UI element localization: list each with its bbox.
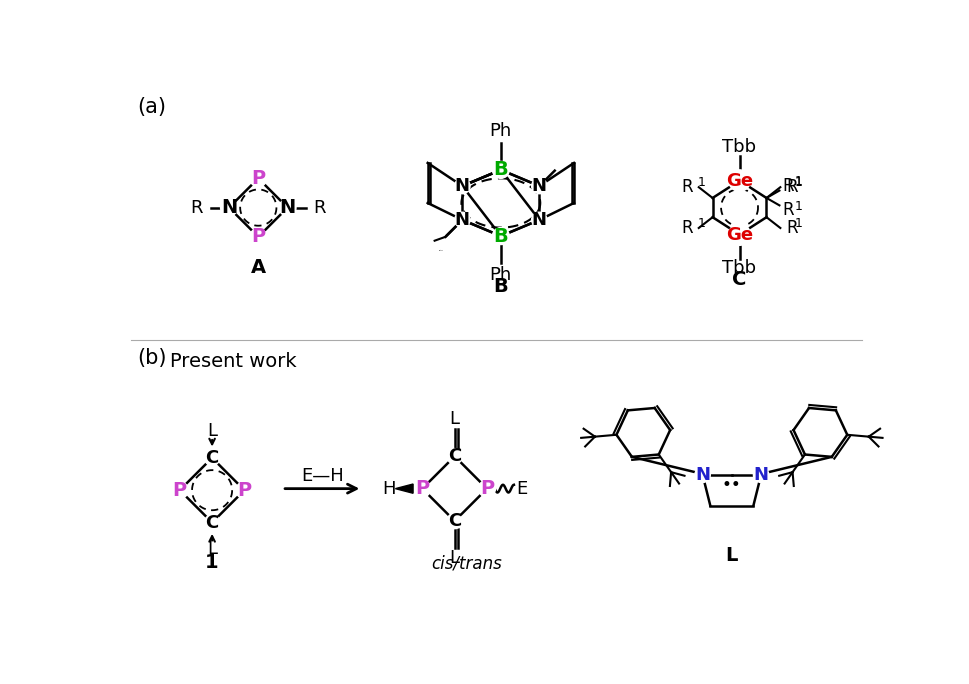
Text: (a): (a) <box>138 98 167 118</box>
Circle shape <box>454 212 470 228</box>
Text: 1: 1 <box>698 176 705 189</box>
Text: R: R <box>190 198 203 217</box>
Text: N: N <box>754 466 768 484</box>
Text: P: P <box>237 481 252 500</box>
Text: R: R <box>787 179 798 196</box>
Circle shape <box>532 212 547 228</box>
Text: (b): (b) <box>138 347 167 368</box>
Circle shape <box>447 513 462 529</box>
Text: Ge: Ge <box>726 226 753 244</box>
Text: P: P <box>480 479 494 498</box>
Text: P: P <box>251 169 266 188</box>
Text: H: H <box>383 479 396 498</box>
Text: R: R <box>681 179 693 196</box>
Text: Present work: Present work <box>170 352 297 371</box>
Text: L: L <box>207 540 217 558</box>
Text: 1: 1 <box>795 176 802 189</box>
Text: R: R <box>782 201 794 220</box>
Text: P: P <box>172 481 187 500</box>
Circle shape <box>250 170 266 187</box>
Circle shape <box>414 480 431 497</box>
Text: R: R <box>681 219 693 237</box>
Circle shape <box>447 449 462 464</box>
Text: C: C <box>205 514 219 531</box>
Text: N: N <box>279 198 296 217</box>
Text: P: P <box>416 479 429 498</box>
Text: N: N <box>695 466 710 484</box>
Text: C: C <box>205 449 219 467</box>
Circle shape <box>250 228 266 246</box>
Circle shape <box>279 199 296 216</box>
Text: R: R <box>787 219 798 237</box>
Circle shape <box>221 199 237 216</box>
Text: B: B <box>493 276 508 295</box>
Text: P: P <box>251 227 266 246</box>
Circle shape <box>492 161 510 179</box>
Text: Ph: Ph <box>489 265 512 284</box>
Text: methyl: methyl <box>439 250 444 251</box>
Text: 1: 1 <box>698 217 705 230</box>
Circle shape <box>204 450 220 466</box>
Text: 1: 1 <box>205 553 219 572</box>
Text: L: L <box>726 546 738 565</box>
Text: N: N <box>221 198 237 217</box>
Text: L: L <box>450 549 459 567</box>
Circle shape <box>454 179 470 194</box>
Text: L: L <box>207 422 217 440</box>
Text: N: N <box>532 211 547 229</box>
Text: N: N <box>454 211 470 229</box>
Text: 1: 1 <box>795 200 802 213</box>
Circle shape <box>172 482 188 499</box>
Circle shape <box>492 228 510 245</box>
Text: R: R <box>314 198 327 217</box>
Text: N: N <box>532 177 547 195</box>
Text: B: B <box>493 226 508 246</box>
Text: Tbb: Tbb <box>723 259 757 278</box>
Text: E: E <box>516 479 527 498</box>
Circle shape <box>479 480 495 497</box>
Text: 1: 1 <box>795 217 802 230</box>
Text: C: C <box>733 269 747 289</box>
Text: N: N <box>454 177 470 195</box>
Text: L: L <box>450 410 459 428</box>
Circle shape <box>695 467 710 482</box>
Text: A: A <box>251 258 266 277</box>
Text: cis/trans: cis/trans <box>431 554 502 573</box>
Text: B: B <box>493 160 508 179</box>
Text: Ph: Ph <box>489 122 512 140</box>
Circle shape <box>204 515 220 530</box>
Text: C: C <box>448 447 461 465</box>
Circle shape <box>236 482 253 499</box>
Text: R: R <box>782 176 794 195</box>
Text: Ge: Ge <box>726 172 753 189</box>
Circle shape <box>729 170 750 192</box>
Text: E—H: E—H <box>300 466 344 484</box>
Text: C: C <box>448 512 461 530</box>
Circle shape <box>729 224 750 246</box>
Text: 1: 1 <box>795 175 802 188</box>
Circle shape <box>532 179 547 194</box>
Polygon shape <box>395 484 413 493</box>
Text: ••: •• <box>722 476 741 494</box>
Circle shape <box>754 467 768 482</box>
Text: Tbb: Tbb <box>723 137 757 156</box>
